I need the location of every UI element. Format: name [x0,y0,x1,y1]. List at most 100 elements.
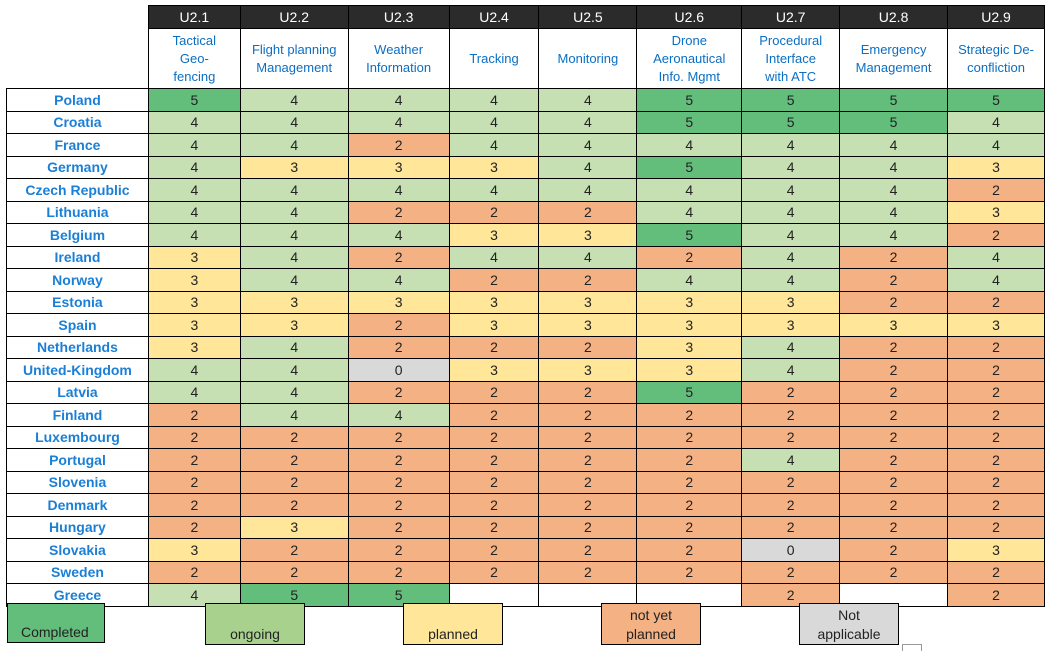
status-cell: 2 [239,560,349,584]
status-cell: 4 [239,200,349,224]
status-cell: 2 [947,380,1045,404]
status-cell: 2 [147,448,241,472]
status-cell: 2 [538,380,638,404]
status-cell: 3 [347,155,450,179]
status-cell: 4 [741,133,841,157]
status-cell: 2 [636,560,743,584]
status-cell: 2 [741,425,841,449]
status-cell: 2 [347,133,450,157]
status-cell: 3 [147,538,241,562]
column-description-line: fencing [173,68,216,84]
table-row: Luxembourg 2 2 2 2 2 2 2 2 2 [6,425,1045,449]
status-cell: 4 [538,178,638,202]
legend-item: Not applicable [799,603,899,645]
status-cell: 2 [147,515,241,539]
country-label: Czech Republic [6,178,149,202]
status-cell: 4 [741,335,841,359]
status-cell: 4 [147,583,241,607]
table-row: Norway 3 4 4 2 2 4 4 2 4 [6,268,1045,292]
country-label: Latvia [6,380,149,404]
status-cell: 2 [347,493,450,517]
legend-item: planned [403,603,503,645]
table-row: Greece 4 5 5 2 2 [6,583,1045,607]
status-cell: 3 [636,313,743,337]
status-cell: 2 [147,470,241,494]
column-code-header: U2.7 [741,5,841,29]
table-row: Sweden 2 2 2 2 2 2 2 2 2 [6,560,1045,584]
status-cell: 3 [147,290,241,314]
status-cell: 2 [839,493,949,517]
status-cell: 2 [839,268,949,292]
status-cell: 2 [947,358,1045,382]
column-description-line: Geo- [179,50,209,66]
table-row: France 4 4 2 4 4 4 4 4 4 [6,133,1045,157]
table-row: Latvia 4 4 2 2 2 5 2 2 2 [6,380,1045,404]
status-cell: 2 [538,448,638,472]
status-cell: 2 [839,538,949,562]
status-cell: 2 [347,200,450,224]
column-description-line: with ATC [765,68,817,84]
status-cell: 2 [448,515,540,539]
status-cell: 2 [538,425,638,449]
status-cell: 5 [239,583,349,607]
status-cell: 3 [239,155,349,179]
status-cell: 5 [147,88,241,112]
status-cell: 2 [947,403,1045,427]
status-cell: 2 [538,335,638,359]
column-description-line: Monitoring [557,50,619,66]
status-cell: 2 [239,425,349,449]
column-description-line: Management [855,59,932,75]
status-cell: 2 [448,493,540,517]
column-description-line: Flight planning [251,41,337,57]
status-cell: 4 [147,358,241,382]
column-description-header: Weather Information [347,28,450,89]
status-cell: 3 [147,335,241,359]
description-header-row: Tactical Geo-fencing Flight planning Manage… [7,28,1045,89]
column-description-header: Drone Aeronautical Info. Mgmt [636,28,743,89]
status-cell: 4 [839,200,949,224]
status-cell: 2 [839,358,949,382]
status-cell: 4 [239,268,349,292]
country-label: Germany [6,155,149,179]
status-cell: 4 [741,178,841,202]
status-cell: 4 [347,88,450,112]
status-cell: 4 [448,245,540,269]
status-cell: 2 [839,245,949,269]
table-row: Portugal 2 2 2 2 2 2 4 2 2 [6,448,1045,472]
country-label: Croatia [6,110,149,134]
status-cell: 3 [636,335,743,359]
status-cell: 2 [636,493,743,517]
status-cell: 3 [538,223,638,247]
status-cell: 2 [448,335,540,359]
status-cell: 3 [839,313,949,337]
status-cell: 5 [636,155,743,179]
table-row: Spain 3 3 2 3 3 3 3 3 3 [6,313,1045,337]
status-cell: 4 [239,245,349,269]
status-cell: 4 [636,133,743,157]
status-cell: 5 [347,583,450,607]
status-cell: 3 [239,290,349,314]
status-cell: 4 [741,200,841,224]
status-cell: 4 [147,223,241,247]
country-label: United-Kingdom [6,358,149,382]
table-row: Ireland 3 4 2 4 4 2 4 2 4 [6,245,1045,269]
legend-item: not yet planned [601,603,701,645]
status-cell: 2 [636,403,743,427]
column-code-header: U2.6 [636,5,743,29]
status-cell: 2 [947,290,1045,314]
legend-label-line: not yet [629,607,672,623]
status-cell: 5 [947,88,1045,112]
status-cell [448,583,540,607]
status-cell: 2 [239,538,349,562]
column-code-header: U2.2 [239,5,349,29]
status-cell: 0 [347,358,450,382]
status-cell: 2 [741,515,841,539]
status-cell: 4 [947,245,1045,269]
status-cell: 2 [947,493,1045,517]
legend-label-line: Completed [21,624,89,640]
status-cell: 2 [347,335,450,359]
country-label: Denmark [6,493,149,517]
column-description-line: Info. Mgmt [658,68,720,84]
legend: Completed ongoing planned not yet planned Not… [0,603,1045,650]
status-cell: 2 [347,538,450,562]
